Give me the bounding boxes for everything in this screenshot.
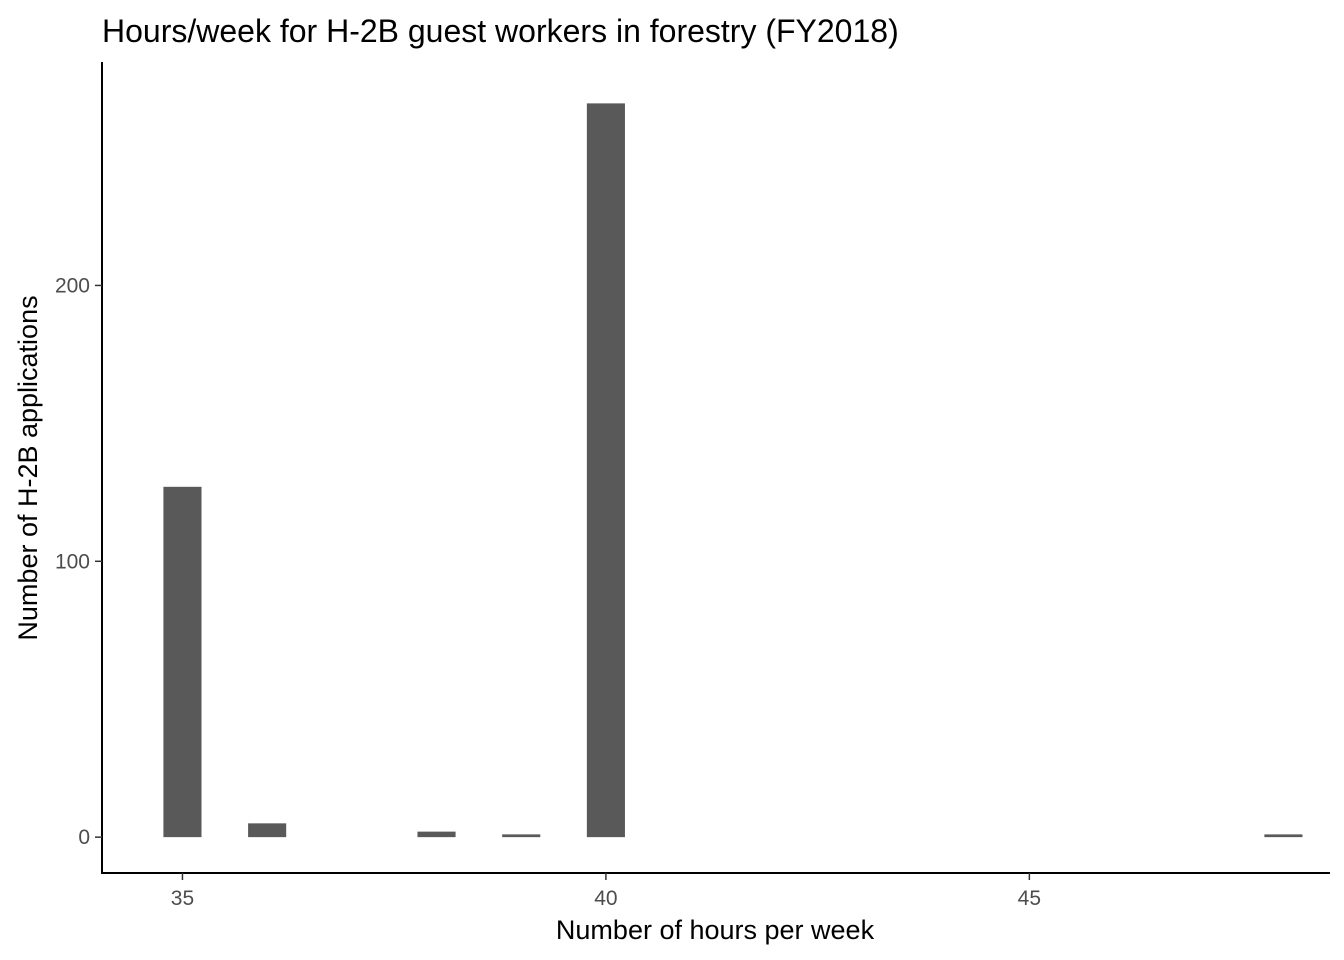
x-axis-ticks: 35 40 45 <box>171 873 1041 910</box>
bar-36 <box>248 823 287 838</box>
bar-38 <box>417 831 456 838</box>
x-tick-label: 45 <box>1018 887 1041 910</box>
bar-35 <box>163 486 202 838</box>
x-tick-label: 35 <box>171 887 194 910</box>
bar-40 <box>586 103 625 838</box>
y-tick-label: 200 <box>55 274 90 297</box>
y-tick-label: 0 <box>78 826 90 849</box>
y-tick-label: 100 <box>55 550 90 573</box>
y-axis-title: Number of H-2B applications <box>13 295 43 640</box>
x-tick-label: 40 <box>594 887 617 910</box>
bars <box>163 103 1303 838</box>
chart-title: Hours/week for H-2B guest workers in for… <box>102 13 899 49</box>
x-axis-title: Number of hours per week <box>556 915 875 945</box>
y-axis-ticks: 0 100 200 <box>55 274 102 849</box>
bar-48 <box>1264 834 1303 838</box>
bar-39 <box>502 834 541 838</box>
